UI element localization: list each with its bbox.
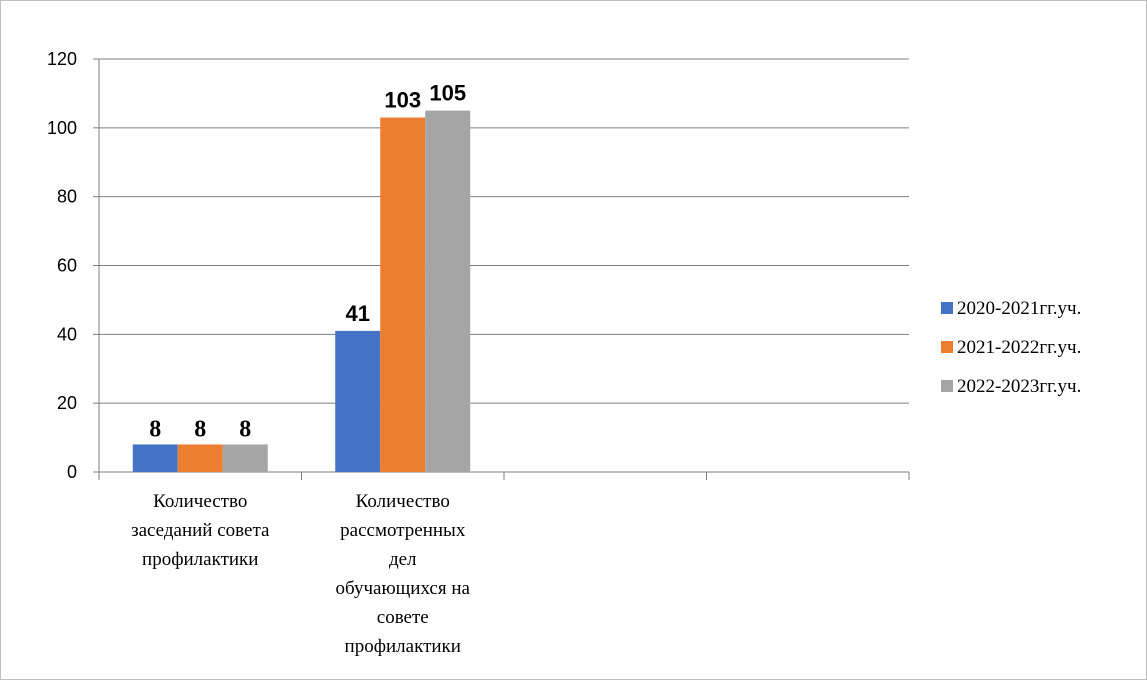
y-tick-label: 0 [67, 462, 77, 482]
y-tick-label: 20 [57, 393, 77, 413]
data-label: 8 [194, 416, 206, 442]
data-label: 105 [429, 81, 466, 106]
y-tick-label: 120 [47, 49, 77, 69]
category-label: профилактики [142, 549, 258, 570]
category-label: Количество [356, 491, 450, 512]
category-label: дел [389, 549, 417, 570]
data-label: 103 [384, 88, 421, 113]
data-label: 8 [149, 416, 161, 442]
legend-swatch [941, 380, 953, 392]
bar [380, 117, 426, 472]
y-tick-label: 60 [57, 256, 77, 276]
legend-swatch [941, 302, 953, 314]
y-tick-label: 80 [57, 187, 77, 207]
data-label: 8 [239, 416, 251, 442]
bar [335, 330, 381, 472]
category-label: рассмотренных [340, 520, 466, 541]
legend-entry: 2021-2022гг.уч. [957, 337, 1081, 358]
data-label: 41 [346, 301, 370, 326]
bar [222, 444, 268, 472]
bar [132, 444, 178, 472]
legend-entry: 2022-2023гг.уч. [957, 376, 1081, 397]
category-label: Количество [153, 491, 247, 512]
bar [425, 110, 471, 472]
legend-swatch [941, 341, 953, 353]
y-tick-label: 100 [47, 118, 77, 138]
category-label: совете [377, 607, 429, 628]
y-tick-label: 40 [57, 324, 77, 344]
category-label: заседаний совета [131, 520, 270, 541]
category-label: профилактики [345, 636, 461, 657]
bar [177, 444, 223, 472]
legend-entry: 2020-2021гг.уч. [957, 298, 1081, 319]
category-label: обучающихся на [336, 578, 471, 599]
